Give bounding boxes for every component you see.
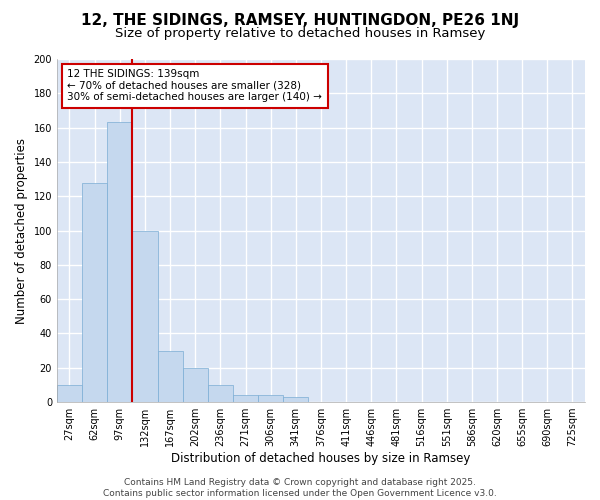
Bar: [57, 385, 82, 402]
Text: 12 THE SIDINGS: 139sqm
← 70% of detached houses are smaller (328)
30% of semi-de: 12 THE SIDINGS: 139sqm ← 70% of detached…: [67, 70, 322, 102]
Bar: [158, 350, 182, 402]
Text: 12, THE SIDINGS, RAMSEY, HUNTINGDON, PE26 1NJ: 12, THE SIDINGS, RAMSEY, HUNTINGDON, PE2…: [81, 12, 519, 28]
Text: Size of property relative to detached houses in Ramsey: Size of property relative to detached ho…: [115, 28, 485, 40]
Bar: [233, 395, 258, 402]
Bar: [258, 395, 283, 402]
Bar: [182, 368, 208, 402]
Text: Contains HM Land Registry data © Crown copyright and database right 2025.
Contai: Contains HM Land Registry data © Crown c…: [103, 478, 497, 498]
X-axis label: Distribution of detached houses by size in Ramsey: Distribution of detached houses by size …: [171, 452, 470, 465]
Y-axis label: Number of detached properties: Number of detached properties: [15, 138, 28, 324]
Bar: [133, 230, 158, 402]
Bar: [283, 397, 308, 402]
Bar: [208, 385, 233, 402]
Bar: [107, 122, 133, 402]
Bar: [82, 182, 107, 402]
